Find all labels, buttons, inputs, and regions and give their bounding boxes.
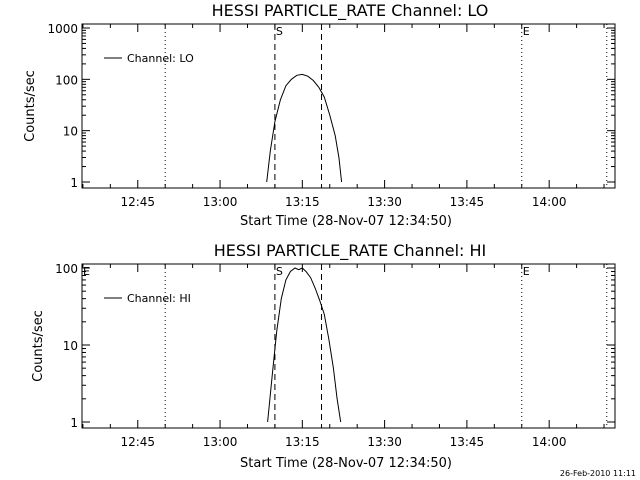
- y-axis-label: Counts/sec: [31, 310, 46, 382]
- y-tick-label: 1000: [47, 22, 78, 36]
- y-axis-label: Counts/sec: [23, 70, 38, 142]
- chart-title: HESSI PARTICLE_RATE Channel: LO: [212, 1, 489, 21]
- x-tick-label: 13:45: [450, 195, 485, 209]
- y-axis: 1 10 100 1000: [47, 22, 615, 190]
- x-tick-label: 14:00: [532, 435, 567, 449]
- x-axis-label: Start Time (28-Nov-07 12:34:50): [240, 456, 452, 471]
- time-marker-label: S: [276, 25, 283, 38]
- y-tick-label: 10: [63, 339, 78, 353]
- x-tick-label: 12:45: [120, 195, 155, 209]
- y-tick-label: 100: [55, 73, 78, 87]
- x-axis: 12:45 13:00 13:15 13:30 13:45 14:00: [82, 24, 605, 209]
- time-marker-label: S: [276, 265, 283, 278]
- y-tick-label: 100: [55, 262, 78, 276]
- legend-label: Channel: HI: [127, 292, 191, 305]
- x-axis: 12:45 13:00 13:15 13:30 13:45 14:00: [82, 264, 605, 449]
- y-tick-label: 1: [70, 176, 78, 190]
- chart-title: HESSI PARTICLE_RATE Channel: HI: [214, 241, 487, 261]
- plot-frame: [81, 263, 616, 429]
- y-tick-label: 1: [70, 416, 78, 430]
- x-tick-label: 13:00: [203, 195, 238, 209]
- x-tick-label: 13:15: [285, 195, 320, 209]
- x-tick-label: 13:30: [367, 435, 402, 449]
- legend-label: Channel: LO: [127, 52, 194, 65]
- time-marker-label: E: [523, 25, 530, 38]
- series-line-lo: [266, 73, 343, 183]
- timestamp-footer: 26-Feb-2010 11:11: [560, 469, 636, 478]
- x-tick-label: 12:45: [120, 435, 155, 449]
- series-line-hi: [267, 267, 342, 423]
- x-tick-label: 13:45: [450, 435, 485, 449]
- y-tick-label: 10: [63, 125, 78, 139]
- x-tick-label: 13:00: [203, 435, 238, 449]
- time-marker-label: E: [83, 265, 90, 278]
- plot-frame: [81, 23, 616, 189]
- y-axis: 1 10 100: [55, 262, 615, 430]
- panel-hi: HESSI PARTICLE_RATE Channel: HI 1 10 100 1…: [31, 241, 616, 471]
- x-tick-label: 13:15: [285, 435, 320, 449]
- time-marker-label: E: [523, 265, 530, 278]
- panel-lo: HESSI PARTICLE_RATE Channel: LO 1 10 100 10…: [23, 1, 616, 229]
- x-tick-label: 14:00: [532, 195, 567, 209]
- x-tick-label: 13:30: [367, 195, 402, 209]
- x-axis-label: Start Time (28-Nov-07 12:34:50): [240, 214, 452, 229]
